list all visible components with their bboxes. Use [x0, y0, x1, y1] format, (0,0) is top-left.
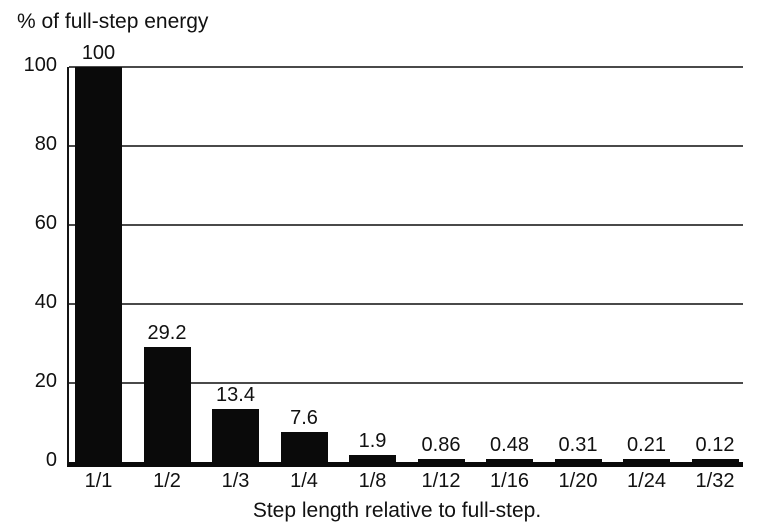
x-tick-label: 1/12: [421, 470, 461, 492]
bar-value-label: 0.12: [695, 434, 735, 456]
bar-1-16: [486, 459, 533, 462]
bar-value-label: 0.86: [421, 433, 461, 456]
bar-value-label: 0.48: [490, 434, 529, 456]
y-tick-label: 60: [34, 212, 57, 234]
bar-1-2: [143, 346, 191, 462]
bar-value-label: 0.31: [558, 434, 598, 456]
bar-1-8: [349, 454, 396, 462]
plot-area: 100 29.2 13.4 7.6 1.9 0.86 0.48 0.31 0.21 0.12: [67, 42, 743, 467]
bar-1-4: [280, 431, 328, 462]
bar-value-label: 0.21: [627, 434, 666, 456]
chart-title: % of full-step energy: [17, 10, 209, 33]
x-tick-label: 1/20: [558, 470, 598, 492]
y-tick-label: 0: [45, 449, 57, 471]
bar-value-label: 100: [81, 42, 116, 64]
x-axis-title: Step length relative to full-step.: [252, 499, 542, 522]
y-tick-label: 80: [34, 133, 57, 155]
x-tick-label: 1/3: [221, 470, 250, 492]
x-tick-label: 1/16: [490, 470, 529, 492]
bar-1-3: [212, 409, 259, 462]
bar-1-20: [554, 459, 602, 462]
gridline-y40: [69, 303, 743, 305]
gridline-y20: [69, 382, 743, 384]
gridline-y100: [69, 66, 743, 68]
bar-1-24: [623, 459, 670, 462]
bar-value-label: 13.4: [216, 384, 255, 407]
bar-1-1: [75, 67, 122, 462]
bar-value-label: 1.9: [358, 429, 387, 452]
x-tick-label: 1/2: [153, 470, 181, 492]
bar-value-label: 29.2: [147, 321, 187, 344]
x-tick-label: 1/4: [290, 470, 318, 492]
bar-1-12: [417, 458, 465, 462]
y-tick-label: 100: [23, 54, 57, 76]
x-tick-label: 1/24: [627, 470, 666, 492]
gridline-y60: [69, 224, 743, 226]
x-tick-label: 1/8: [358, 470, 387, 492]
y-tick-label: 40: [34, 291, 57, 313]
x-tick-label: 1/32: [695, 470, 735, 492]
gridline-y80: [69, 145, 743, 147]
x-tick-label: 1/1: [84, 470, 113, 492]
y-tick-label: 20: [34, 370, 57, 392]
bar-value-label: 7.6: [290, 406, 318, 429]
bar-1-32: [691, 459, 739, 462]
